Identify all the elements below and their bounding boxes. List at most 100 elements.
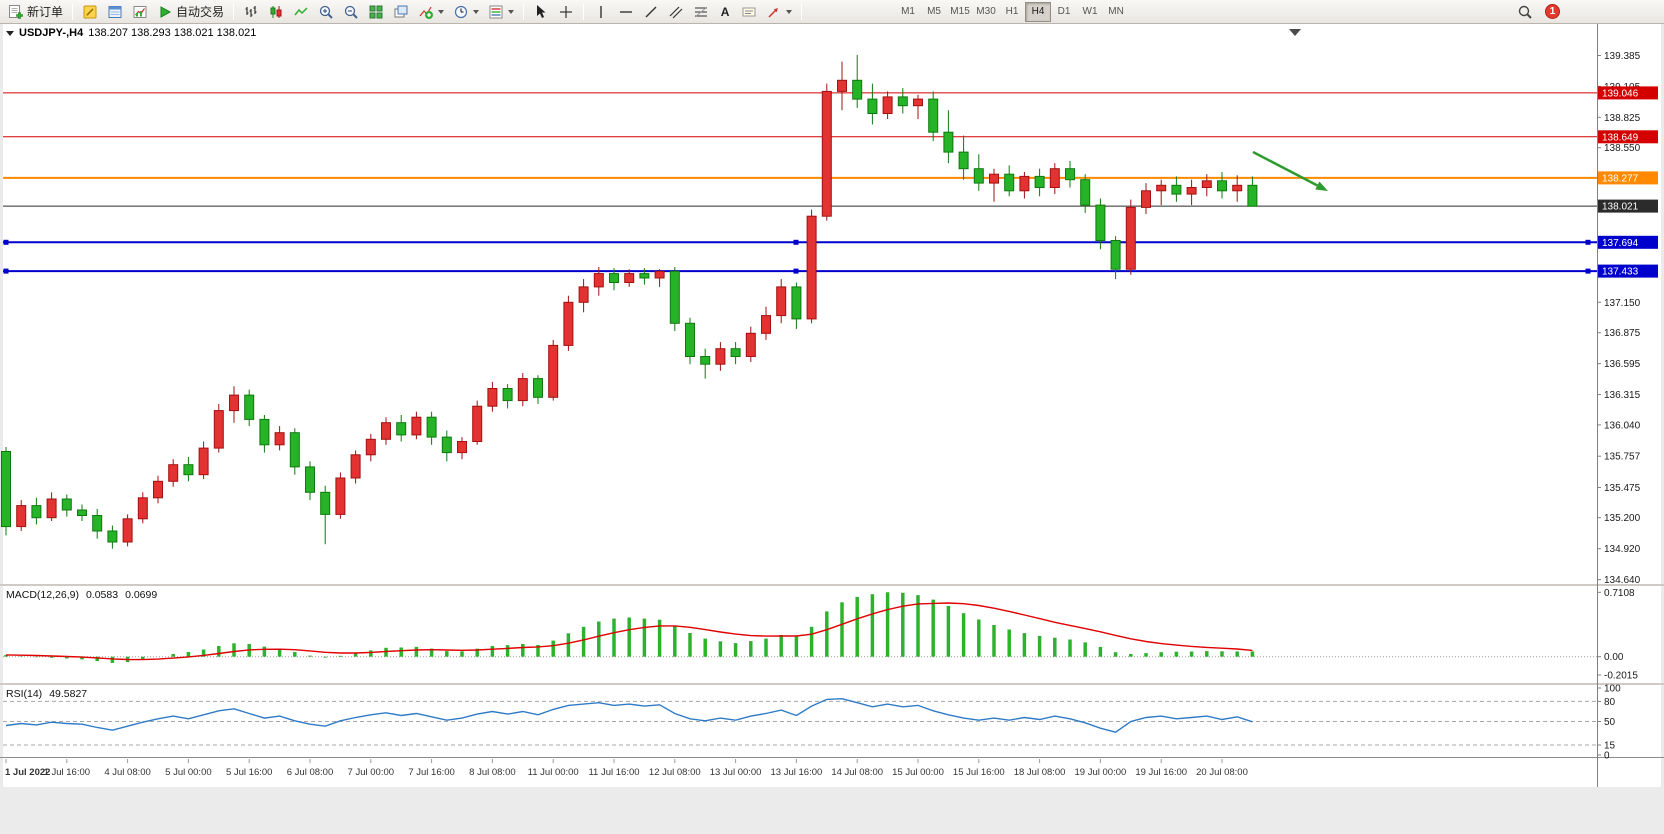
cursor-tool-button[interactable] <box>529 2 553 22</box>
clock-icon <box>454 5 468 18</box>
svg-text:-0.2015: -0.2015 <box>1604 671 1638 682</box>
chart-background <box>0 24 1664 787</box>
hline-137.694[interactable] <box>3 239 1597 245</box>
svg-text:80: 80 <box>1604 697 1616 708</box>
toolbar-separator <box>72 3 74 20</box>
hline-137.433[interactable] <box>3 268 1597 274</box>
search-icon <box>1518 5 1532 19</box>
svg-text:6 Jul 08:00: 6 Jul 08:00 <box>287 767 333 778</box>
strategy-tester-icon <box>133 5 147 18</box>
line-chart-button[interactable] <box>289 2 313 22</box>
toolbar-separator <box>233 3 235 20</box>
text-tool-button[interactable]: A <box>714 2 736 22</box>
svg-text:18 Jul 08:00: 18 Jul 08:00 <box>1014 767 1066 778</box>
svg-text:12 Jul 08:00: 12 Jul 08:00 <box>649 767 701 778</box>
vertical-line-tool-button[interactable] <box>589 2 613 22</box>
price-badge-138.277: 138.277 <box>1598 171 1658 185</box>
macd-signal-line <box>5 602 1253 661</box>
periods-button[interactable] <box>449 2 483 22</box>
candlestick-chart-icon <box>270 5 282 18</box>
svg-text:11 Jul 00:00: 11 Jul 00:00 <box>528 767 579 778</box>
svg-text:50: 50 <box>1604 717 1616 728</box>
svg-text:138.021: 138.021 <box>1602 202 1639 213</box>
pane-splitter-macd[interactable] <box>0 584 1664 586</box>
channel-tool-button[interactable] <box>664 2 688 22</box>
crosshair-tool-button[interactable] <box>554 2 578 22</box>
rsi-pane <box>3 697 1597 746</box>
svg-text:134.920: 134.920 <box>1604 544 1641 555</box>
timeframe-m30-button[interactable]: M30 <box>973 2 999 22</box>
timeframe-m1-button[interactable]: M1 <box>895 2 921 22</box>
templates-button[interactable] <box>484 2 518 22</box>
svg-text:135.757: 135.757 <box>1604 452 1641 463</box>
new-order-label: 新订单 <box>27 5 64 19</box>
strategy-tester-button[interactable] <box>128 2 152 22</box>
fibonacci-tool-button[interactable] <box>689 2 713 22</box>
text-label-tool-button[interactable] <box>737 2 761 22</box>
toolbar-right-group: 1 <box>1513 2 1560 22</box>
main-toolbar: 新订单 <box>0 0 1664 24</box>
search-button[interactable] <box>1513 2 1537 22</box>
cursor-icon <box>537 4 546 18</box>
trendline-tool-button[interactable] <box>639 2 663 22</box>
trendline-icon <box>645 6 657 17</box>
svg-text:134.640: 134.640 <box>1604 575 1641 586</box>
data-window-button[interactable] <box>103 2 127 22</box>
svg-text:0.7108: 0.7108 <box>1604 588 1635 599</box>
zoom-in-button[interactable] <box>314 2 338 22</box>
svg-text:135.200: 135.200 <box>1604 513 1641 524</box>
timeframe-d1-button[interactable]: D1 <box>1051 2 1077 22</box>
toolbar-separator <box>583 3 585 20</box>
timeframe-h1-button[interactable]: H1 <box>999 2 1025 22</box>
crosshair-icon <box>560 5 573 18</box>
rsi-line <box>5 697 1253 733</box>
chart-canvas[interactable]: 139.385139.105138.825138.550137.150136.8… <box>0 24 1664 834</box>
dropdown-caret-icon <box>508 9 515 14</box>
rsi-axis[interactable]: 100 80 50 150 <box>1597 684 1621 762</box>
svg-text:0.00: 0.00 <box>1604 652 1624 663</box>
svg-text:20 Jul 08:00: 20 Jul 08:00 <box>1196 767 1248 778</box>
horizontal-line-icon <box>620 10 633 13</box>
svg-text:13 Jul 16:00: 13 Jul 16:00 <box>771 767 823 778</box>
timeframe-m15-button[interactable]: M15 <box>947 2 973 22</box>
timeframe-h4-button[interactable]: H4 <box>1025 1 1052 22</box>
timeframe-toolbar: M1 M5 M15 M30 H1 H4 D1 W1 MN <box>895 1 1129 22</box>
svg-text:15 Jul 16:00: 15 Jul 16:00 <box>953 767 1005 778</box>
price-axis[interactable]: 139.385139.105138.825138.550137.150136.8… <box>1597 51 1658 586</box>
metaeditor-button[interactable] <box>78 2 102 22</box>
pane-splitter-rsi[interactable] <box>0 683 1664 685</box>
cascade-windows-button[interactable] <box>389 2 413 22</box>
svg-text:139.046: 139.046 <box>1602 88 1639 99</box>
svg-text:136.875: 136.875 <box>1604 328 1641 339</box>
price-badge-137.433: 137.433 <box>1598 264 1658 278</box>
svg-text:1 Jul 16:00: 1 Jul 16:00 <box>44 767 90 778</box>
svg-text:135.475: 135.475 <box>1604 483 1641 494</box>
zoom-out-button[interactable] <box>339 2 363 22</box>
tile-windows-icon <box>369 5 383 18</box>
chart-shift-marker[interactable] <box>1289 29 1301 36</box>
horizontal-line-tool-button[interactable] <box>614 2 638 22</box>
svg-text:138.550: 138.550 <box>1604 143 1641 154</box>
dropdown-caret-icon <box>438 9 445 14</box>
timeframe-mn-button[interactable]: MN <box>1103 2 1129 22</box>
data-window-icon <box>108 5 122 18</box>
candlestick-chart-button[interactable] <box>264 2 288 22</box>
bar-chart-button[interactable] <box>239 2 263 22</box>
arrows-tool-button[interactable] <box>762 2 796 22</box>
tile-windows-button[interactable] <box>364 2 388 22</box>
new-order-icon <box>9 4 23 19</box>
one-click-trading-toggle-icon[interactable] <box>6 30 14 36</box>
timeframe-m5-button[interactable]: M5 <box>921 2 947 22</box>
indicators-button[interactable] <box>414 2 448 22</box>
trend-arrow-annotation[interactable] <box>1252 150 1328 191</box>
notification-badge[interactable]: 1 <box>1545 4 1560 19</box>
new-order-button[interactable]: 新订单 <box>4 2 67 22</box>
svg-text:136.040: 136.040 <box>1604 420 1641 431</box>
svg-text:7 Jul 00:00: 7 Jul 00:00 <box>348 767 394 778</box>
auto-trading-button[interactable]: 自动交易 <box>153 2 228 22</box>
svg-text:138.825: 138.825 <box>1604 113 1641 124</box>
toolbar-separator <box>801 3 803 20</box>
macd-axis[interactable]: 0.7108 0.00 -0.2015 <box>1597 588 1638 682</box>
timeframe-w1-button[interactable]: W1 <box>1077 2 1103 22</box>
